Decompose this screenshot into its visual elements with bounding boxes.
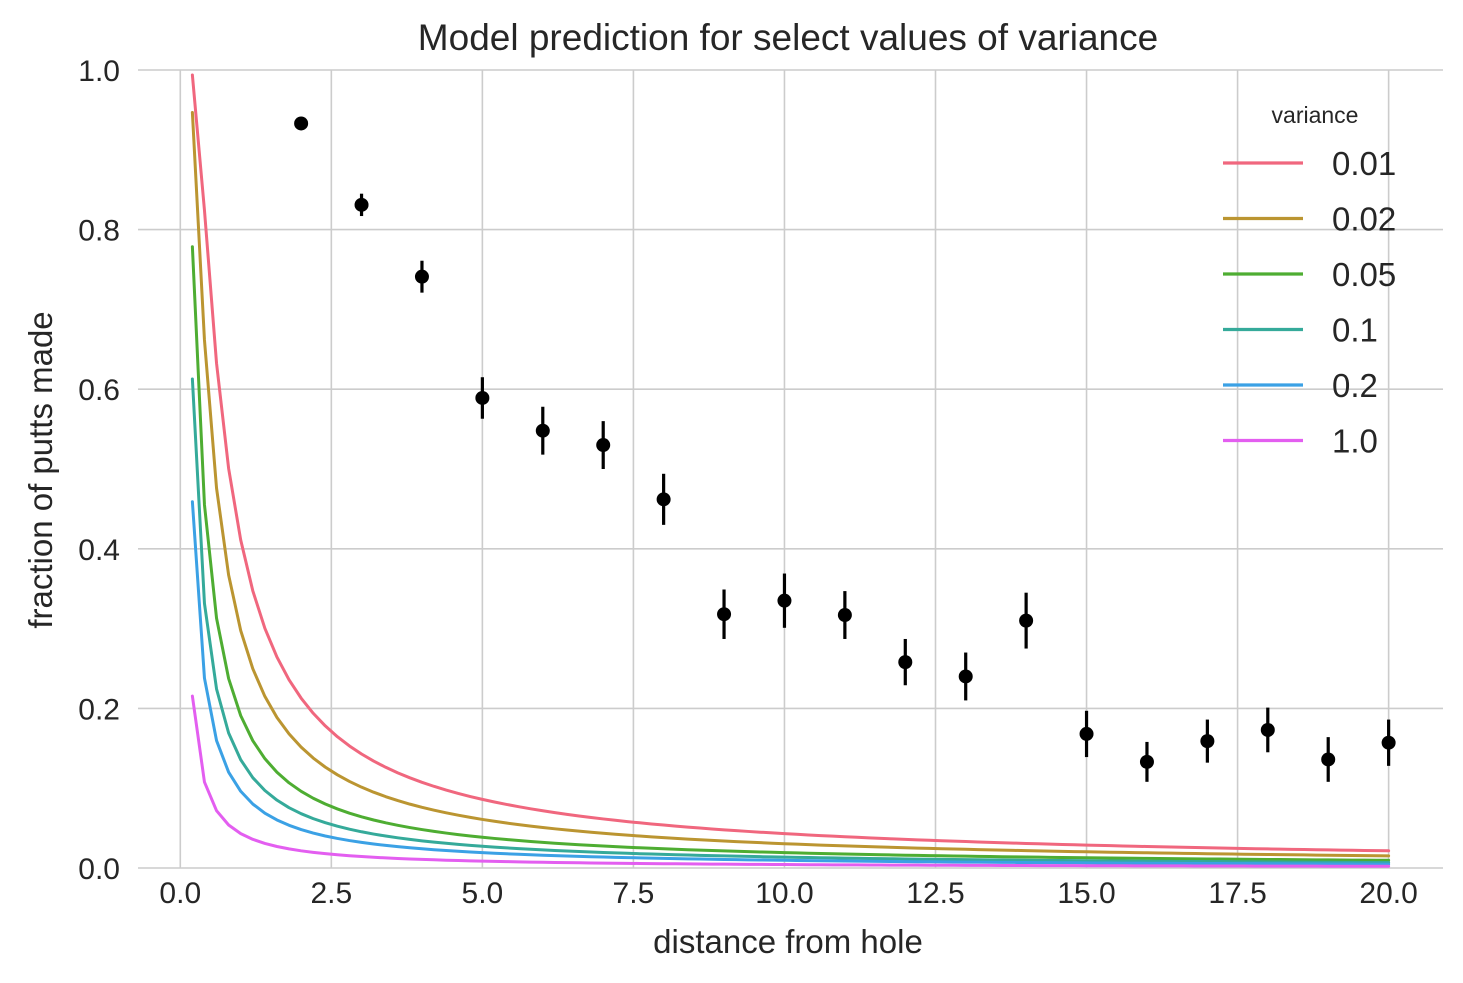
legend-label: 0.01: [1332, 145, 1396, 182]
x-tick-label: 15.0: [1057, 877, 1115, 910]
data-point: [596, 438, 611, 453]
data-point: [958, 669, 973, 684]
data-point: [1200, 734, 1215, 749]
x-tick-label: 5.0: [462, 877, 504, 910]
series-line-0.05: [190, 245, 1391, 862]
data-point: [777, 593, 792, 608]
y-tick-label: 0.8: [78, 215, 120, 248]
legend-title: variance: [1272, 102, 1359, 128]
data-point: [414, 269, 429, 284]
series-line-0.2: [190, 500, 1391, 866]
series-line-0.02: [190, 110, 1391, 858]
legend-label: 0.2: [1332, 367, 1378, 404]
data-point: [898, 655, 913, 670]
y-tick-label: 0.6: [78, 374, 120, 407]
data-point: [475, 390, 490, 405]
y-tick-label: 1.0: [78, 55, 120, 88]
x-tick-label: 12.5: [906, 877, 964, 910]
grid: [138, 69, 1443, 869]
y-axis-title: fraction of putts made: [22, 311, 59, 628]
chart-title: Model prediction for select values of va…: [418, 17, 1158, 58]
series-line-0.01: [190, 73, 1391, 853]
data-point: [1079, 726, 1094, 741]
series-line-1.0: [190, 694, 1391, 868]
x-tick-label: 2.5: [310, 877, 352, 910]
series-lines: [190, 73, 1391, 868]
data-point: [294, 116, 309, 131]
data-point: [1139, 754, 1154, 769]
data-point: [717, 607, 732, 622]
tick-labels: 0.0 2.5 5.0 7.5 10.0 12.5 15.0 17.5 20.0 0.0 0.2 0.…: [78, 55, 1418, 910]
y-tick-label: 0.2: [78, 693, 120, 726]
data-point: [1260, 722, 1275, 737]
x-tick-label: 17.5: [1208, 877, 1266, 910]
data-point: [354, 197, 369, 212]
legend-label: 0.05: [1332, 256, 1396, 293]
legend-label: 1.0: [1332, 423, 1378, 460]
data-point: [1019, 613, 1034, 628]
x-tick-label: 10.0: [755, 877, 813, 910]
series-line-0.1: [190, 377, 1391, 865]
legend: variance 0.01 0.02 0.05 0.1 0.2 1.0: [1223, 102, 1396, 460]
y-tick-label: 0.0: [78, 853, 120, 886]
observed-points: [294, 116, 1396, 782]
data-point: [1321, 752, 1336, 767]
data-point: [837, 608, 852, 623]
y-tick-label: 0.4: [78, 534, 120, 567]
data-point: [1381, 735, 1396, 750]
legend-label: 0.1: [1332, 312, 1378, 349]
data-point: [656, 492, 671, 507]
x-tick-label: 7.5: [613, 877, 655, 910]
x-tick-label: 20.0: [1359, 877, 1417, 910]
x-axis-title: distance from hole: [653, 923, 923, 960]
data-point: [535, 423, 550, 438]
x-tick-label: 0.0: [159, 877, 201, 910]
legend-label: 0.02: [1332, 201, 1396, 238]
